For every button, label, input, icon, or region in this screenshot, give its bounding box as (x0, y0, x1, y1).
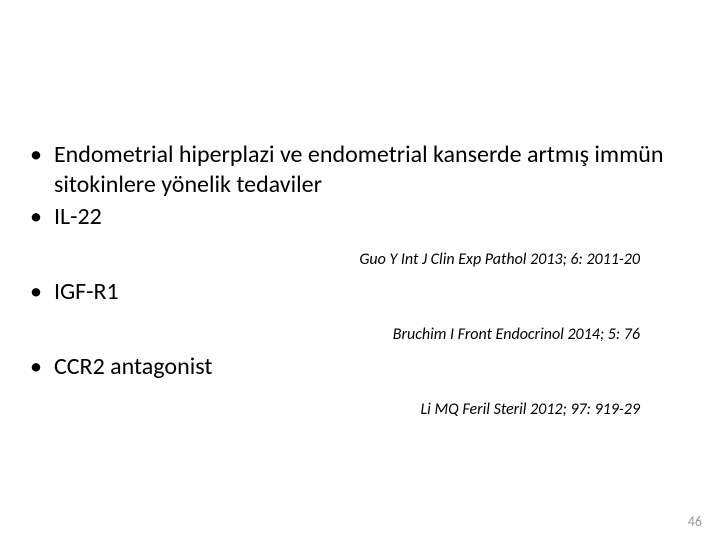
bullet-text: IL-22 (54, 202, 102, 232)
bullet-item: • Endometrial hiperplazi ve endometrial … (30, 140, 680, 200)
bullet-item: • IL-22 (30, 202, 680, 232)
citation-text: Guo Y Int J Clin Exp Pathol 2013; 6: 201… (30, 250, 680, 269)
bullet-marker: • (30, 352, 42, 382)
citation-text: Bruchim I Front Endocrinol 2014; 5: 76 (30, 325, 680, 344)
bullet-text: IGF-R1 (54, 277, 119, 307)
bullet-marker: • (30, 202, 42, 232)
slide-container: • Endometrial hiperplazi ve endometrial … (0, 0, 720, 540)
bullet-marker: • (30, 277, 42, 307)
bullet-text: CCR2 antagonist (54, 352, 212, 382)
bullet-item: • CCR2 antagonist (30, 352, 680, 382)
bullet-item: • IGF-R1 (30, 277, 680, 307)
citation-text: Li MQ Feril Steril 2012; 97: 919-29 (30, 400, 680, 419)
bullet-text: Endometrial hiperplazi ve endometrial ka… (54, 140, 680, 200)
page-number: 46 (688, 513, 702, 530)
bullet-marker: • (30, 140, 42, 170)
